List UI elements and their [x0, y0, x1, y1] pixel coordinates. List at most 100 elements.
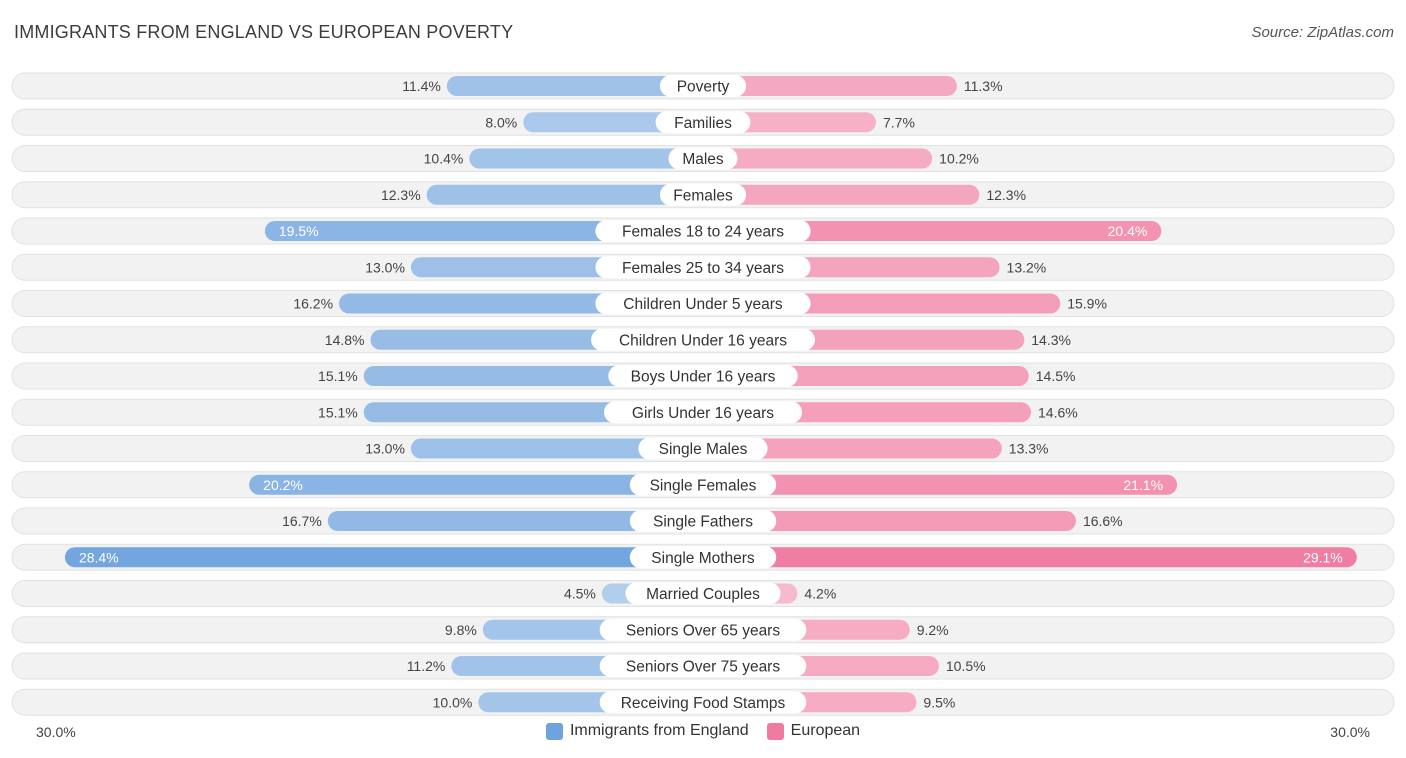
- value-label-immigrants: 20.2%: [263, 477, 303, 493]
- value-label-immigrants: 11.2%: [407, 658, 446, 674]
- category-label: Receiving Food Stamps: [621, 695, 786, 712]
- bar-immigrants: [249, 474, 703, 495]
- bar-european: [703, 474, 1178, 495]
- value-label-immigrants: 4.5%: [564, 586, 596, 602]
- category-label: Females 25 to 34 years: [622, 260, 784, 277]
- category-label-background: [591, 328, 815, 351]
- value-label-european: 9.5%: [923, 694, 955, 710]
- bar-immigrants: [64, 547, 704, 568]
- value-label-immigrants: 14.8%: [325, 332, 365, 348]
- category-label: Males: [682, 151, 724, 168]
- category-label-background: [599, 655, 807, 677]
- value-label-immigrants: 11.4%: [402, 78, 441, 94]
- bar-immigrants: [327, 511, 703, 531]
- bar-european: [703, 221, 1162, 241]
- legend-swatch-european: [766, 722, 784, 740]
- value-label-immigrants: 15.1%: [318, 404, 358, 420]
- bar-european: [703, 438, 1002, 459]
- value-label-european: 12.3%: [986, 187, 1026, 203]
- value-label-european: 10.2%: [939, 151, 979, 167]
- value-label-european: 13.2%: [1007, 259, 1047, 275]
- category-label-background: [599, 618, 807, 641]
- value-label-immigrants: 12.3%: [381, 187, 421, 203]
- category-label-background: [629, 510, 777, 532]
- value-label-immigrants: 13.0%: [365, 441, 405, 457]
- value-label-european: 7.7%: [883, 114, 915, 130]
- category-label-background: [595, 292, 811, 315]
- category-label: Single Fathers: [653, 514, 753, 531]
- value-label-european: 21.1%: [1123, 477, 1163, 493]
- category-label-background: [638, 437, 768, 460]
- bar-european: [703, 76, 957, 96]
- legend-item-immigrants: Immigrants from England: [545, 722, 749, 740]
- category-label: Seniors Over 75 years: [626, 659, 780, 676]
- source-credit: Source: ZipAtlas.com: [1251, 24, 1394, 41]
- category-label-background: [595, 220, 811, 242]
- value-label-immigrants: 8.0%: [485, 114, 517, 130]
- category-label: Females 18 to 24 years: [622, 224, 784, 241]
- category-label: Poverty: [677, 79, 730, 96]
- bar-immigrants: [446, 76, 703, 96]
- category-label-background: [659, 183, 747, 206]
- value-label-european: 29.1%: [1303, 549, 1343, 565]
- legend-item-european: European: [766, 722, 861, 740]
- value-label-european: 13.3%: [1009, 441, 1049, 457]
- legend-label-immigrants: Immigrants from England: [569, 722, 749, 739]
- value-label-immigrants: 13.0%: [365, 259, 405, 275]
- bar-european: [703, 547, 1357, 568]
- category-label: Single Females: [650, 477, 757, 494]
- category-label-background: [655, 111, 751, 134]
- category-label: Children Under 5 years: [623, 296, 783, 313]
- value-label-european: 11.3%: [964, 78, 1003, 94]
- value-label-immigrants: 10.0%: [433, 694, 473, 710]
- value-label-immigrants: 16.2%: [293, 296, 333, 312]
- category-label: Boys Under 16 years: [631, 369, 776, 386]
- chart-title: IMMIGRANTS FROM ENGLAND VS EUROPEAN POVE…: [14, 22, 514, 42]
- legend-label-european: European: [790, 722, 861, 739]
- category-label-background: [608, 365, 798, 387]
- category-label: Children Under 16 years: [619, 332, 787, 349]
- bar-european: [703, 148, 933, 169]
- category-label: Single Males: [659, 441, 748, 458]
- axis-min-label: 30.0%: [36, 724, 76, 740]
- category-label-background: [668, 147, 738, 170]
- legend-swatch-immigrants: [545, 722, 563, 740]
- category-label: Girls Under 16 years: [632, 405, 774, 422]
- value-label-european: 16.6%: [1083, 513, 1123, 529]
- value-label-european: 14.6%: [1038, 404, 1078, 420]
- category-label: Single Mothers: [651, 550, 755, 567]
- category-label: Families: [674, 115, 732, 132]
- value-label-european: 20.4%: [1108, 223, 1148, 239]
- value-label-immigrants: 9.8%: [445, 622, 477, 638]
- category-label-background: [595, 256, 811, 279]
- value-label-immigrants: 16.7%: [282, 513, 322, 529]
- category-label: Females: [673, 187, 733, 204]
- value-label-european: 14.5%: [1036, 368, 1076, 384]
- bar-immigrants: [410, 438, 703, 459]
- value-label-european: 9.2%: [917, 622, 949, 638]
- category-label-background: [599, 691, 807, 714]
- value-label-immigrants: 28.4%: [79, 549, 119, 565]
- axis-max-label: 30.0%: [1330, 724, 1370, 740]
- bar-immigrants: [264, 221, 703, 241]
- value-label-european: 10.5%: [946, 658, 986, 674]
- category-label-background: [604, 401, 802, 424]
- bar-european: [703, 184, 980, 205]
- category-label-background: [625, 582, 781, 605]
- legend: Immigrants from England European: [0, 722, 1406, 740]
- bar-immigrants: [469, 148, 703, 169]
- value-label-european: 15.9%: [1067, 296, 1107, 312]
- bar-european: [703, 511, 1076, 531]
- category-label-background: [629, 546, 777, 569]
- category-label: Seniors Over 65 years: [626, 622, 780, 639]
- value-label-immigrants: 19.5%: [279, 223, 319, 239]
- bar-immigrants: [426, 184, 703, 205]
- value-label-immigrants: 15.1%: [318, 368, 358, 384]
- value-label-immigrants: 10.4%: [424, 151, 464, 167]
- value-label-european: 4.2%: [804, 586, 836, 602]
- category-label-background: [659, 75, 747, 97]
- category-label-background: [629, 473, 777, 496]
- category-label: Married Couples: [646, 586, 760, 603]
- value-label-european: 14.3%: [1031, 332, 1071, 348]
